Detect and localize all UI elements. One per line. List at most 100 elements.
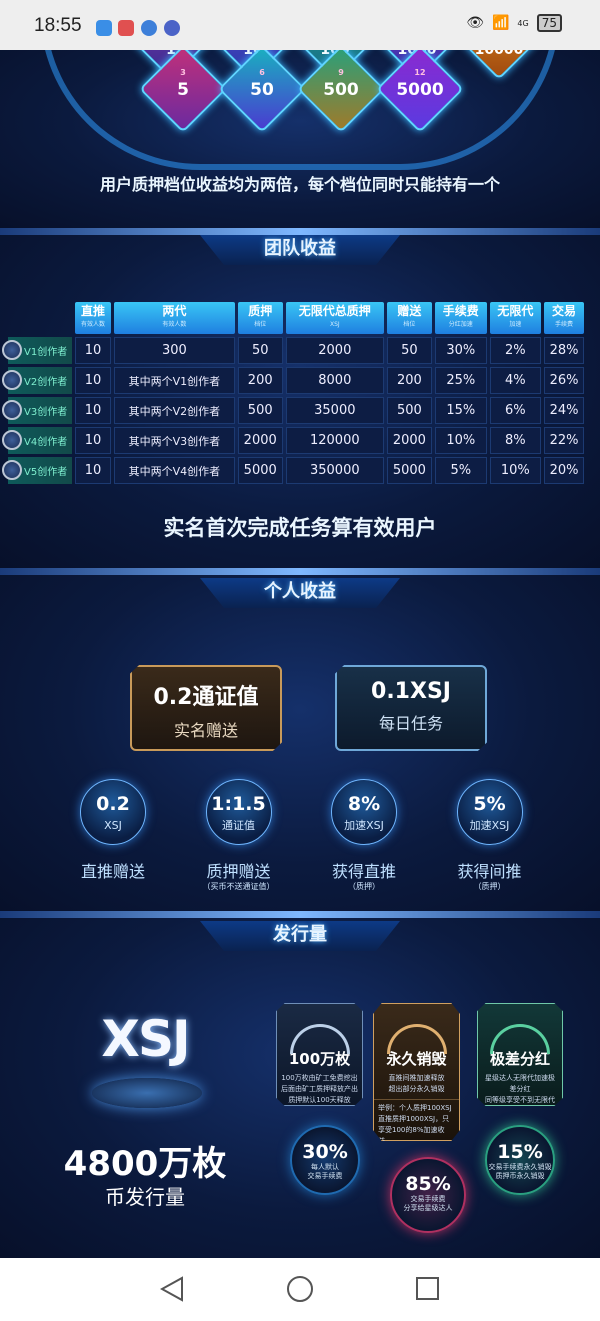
eye-icon: 👁: [466, 15, 484, 31]
header-title: 无限代总质押: [298, 304, 371, 318]
music-app-icon: [164, 20, 180, 36]
table-row: V2创作者 10 其中两个V1创作者 200 8000 200 25% 4% 26%: [2, 367, 584, 394]
table-cell: 8%: [489, 427, 542, 454]
table-cell: 其中两个V4创作者: [114, 457, 235, 484]
progress-arc-icon: [289, 1024, 350, 1054]
card-value: 0.1XSJ: [371, 679, 451, 704]
ring-text: 交易手续费永久销毁: [488, 1163, 552, 1171]
issuance-card: 极差分红 星级达人无限代加速极差分红 同等级享受不到无限代加速: [477, 1003, 563, 1106]
table-row: V1创作者 10 300 50 2000 50 30% 2% 28%: [2, 337, 584, 364]
medal-icon: [2, 340, 22, 360]
bubble-value: 8%: [347, 793, 381, 815]
header-subtitle: 分红加速: [448, 321, 473, 328]
table-cell: 35000: [285, 397, 384, 424]
xsj-logo: XSJ: [101, 1010, 190, 1068]
bubble-label: 直推赠送: [80, 862, 145, 881]
card-label: 每日任务: [378, 714, 443, 733]
header-subtitle: 档位: [403, 321, 416, 328]
section-divider: [0, 911, 600, 918]
table-cell: 5%: [435, 457, 487, 484]
table-header: 无限代总质押 XSJ: [285, 302, 384, 334]
table-row: V3创作者 10 其中两个V2创作者 500 35000 500 15% 6% 24%: [2, 397, 584, 424]
table-header: 质押 档位: [237, 302, 283, 334]
daily-task-card: 0.1XSJ 每日任务: [335, 665, 487, 751]
table-cell: 50: [237, 337, 283, 364]
team-table: 直推 有效人数 两代有效人数 质押 档位 无限代总质押 XSJ 赠送档位 手续费 分红加速 无限代加…: [2, 299, 587, 487]
card-title: 永久销毁: [386, 1050, 447, 1068]
header-subtitle: 手续费: [555, 321, 574, 328]
table-cell: 200: [237, 367, 283, 394]
table-cell: 22%: [544, 427, 584, 454]
table-cell: 200: [386, 367, 432, 394]
tier-index: 9: [338, 68, 344, 77]
header-subtitle: 有效人数: [81, 321, 106, 328]
table-cell: 2000: [386, 427, 432, 454]
bubble-label: 获得间推: [457, 862, 522, 881]
level-badge: V2创作者: [2, 367, 72, 394]
stake-caption: 用户质押档位收益均为两倍，每个档位同时只能持有一个: [99, 175, 500, 194]
team-earnings-section: 团队收益 直推 有效人数 两代有效人数 质押 档位 无限代总质押 XSJ 赠送档位 手续费 分红加…: [0, 235, 600, 568]
table-cell: 5000: [237, 457, 283, 484]
ring-text: 质押币永久销毁: [495, 1172, 545, 1180]
reward-bubble: 0.2 XSJ: [80, 779, 146, 845]
ring-value: 85%: [405, 1173, 451, 1195]
card-text: 后面由矿工质押释放产出: [281, 1085, 358, 1093]
tier-value: 5000: [396, 80, 444, 100]
table-cell: 10: [75, 337, 112, 364]
table-header: 无限代 加速: [489, 302, 542, 334]
header-title: 赠送: [397, 304, 422, 318]
table-cell: 6%: [489, 397, 542, 424]
table-cell: 2000: [285, 337, 384, 364]
ring-text: 交易手续费: [307, 1172, 343, 1180]
medal-icon: [2, 430, 22, 450]
card-title: 极差分红: [489, 1050, 550, 1068]
header-title: 无限代: [497, 304, 534, 318]
progress-arc-icon: [386, 1024, 447, 1054]
bubble-label: 质押赠送: [206, 862, 271, 881]
card-text: 质押默认100天释放: [288, 1096, 351, 1104]
table-cell: 120000: [285, 427, 384, 454]
tier-value: 50: [250, 80, 274, 100]
table-row: V4创作者 10 其中两个V3创作者 2000 120000 2000 10% 8% 22%: [2, 427, 584, 454]
header-subtitle: XSJ: [329, 321, 340, 328]
card-value: 0.2通证值: [153, 685, 259, 710]
table-cell: 10%: [435, 427, 487, 454]
bubble-unit: 加速XSJ: [344, 819, 384, 832]
header-title: 两代: [162, 304, 187, 318]
level-name: V2创作者: [24, 377, 68, 388]
section-title: 发行量: [200, 921, 400, 951]
total-supply: 4800万枚: [63, 1144, 227, 1184]
back-button[interactable]: [160, 1276, 184, 1302]
header-subtitle: 加速: [509, 321, 522, 328]
card-text: 星级达人无限代加速极差分红: [485, 1074, 555, 1093]
table-cell: 350000: [285, 457, 384, 484]
tier-value: 500: [323, 80, 359, 100]
navigation-bar: [0, 1258, 600, 1321]
bubble-note: （质押）: [473, 882, 506, 891]
header-title: 交易: [552, 304, 577, 318]
table-cell: 10: [75, 367, 112, 394]
table-cell: 10: [75, 457, 112, 484]
level-badge: V3创作者: [2, 397, 72, 424]
ring-text: 每人默认: [311, 1163, 339, 1171]
browser-app-icon: [141, 20, 157, 36]
table-cell: 500: [386, 397, 432, 424]
medal-icon: [2, 370, 22, 390]
table-cell: 10: [75, 427, 112, 454]
level-badge: V5创作者: [2, 457, 72, 484]
tier-index: 6: [259, 68, 265, 77]
section-title: 团队收益: [200, 235, 400, 265]
medal-icon: [2, 460, 22, 480]
bubble-value: 5%: [473, 793, 506, 815]
card-title: 100万枚: [288, 1050, 351, 1068]
card-text: 举例：个人质押100XSJ直推质押1000XSJ，只享受100的8%加速收益。: [374, 1099, 459, 1141]
table-header: 交易 手续费: [544, 302, 584, 334]
table-header: 直推 有效人数: [75, 302, 112, 334]
tier-index: 3: [180, 68, 186, 77]
level-badge: V1创作者: [2, 337, 72, 364]
recents-button[interactable]: [416, 1277, 439, 1300]
table-cell: 其中两个V3创作者: [114, 427, 235, 454]
home-button[interactable]: [287, 1276, 313, 1302]
level-badge: V4创作者: [2, 427, 72, 454]
table-cell: 其中两个V1创作者: [114, 367, 235, 394]
